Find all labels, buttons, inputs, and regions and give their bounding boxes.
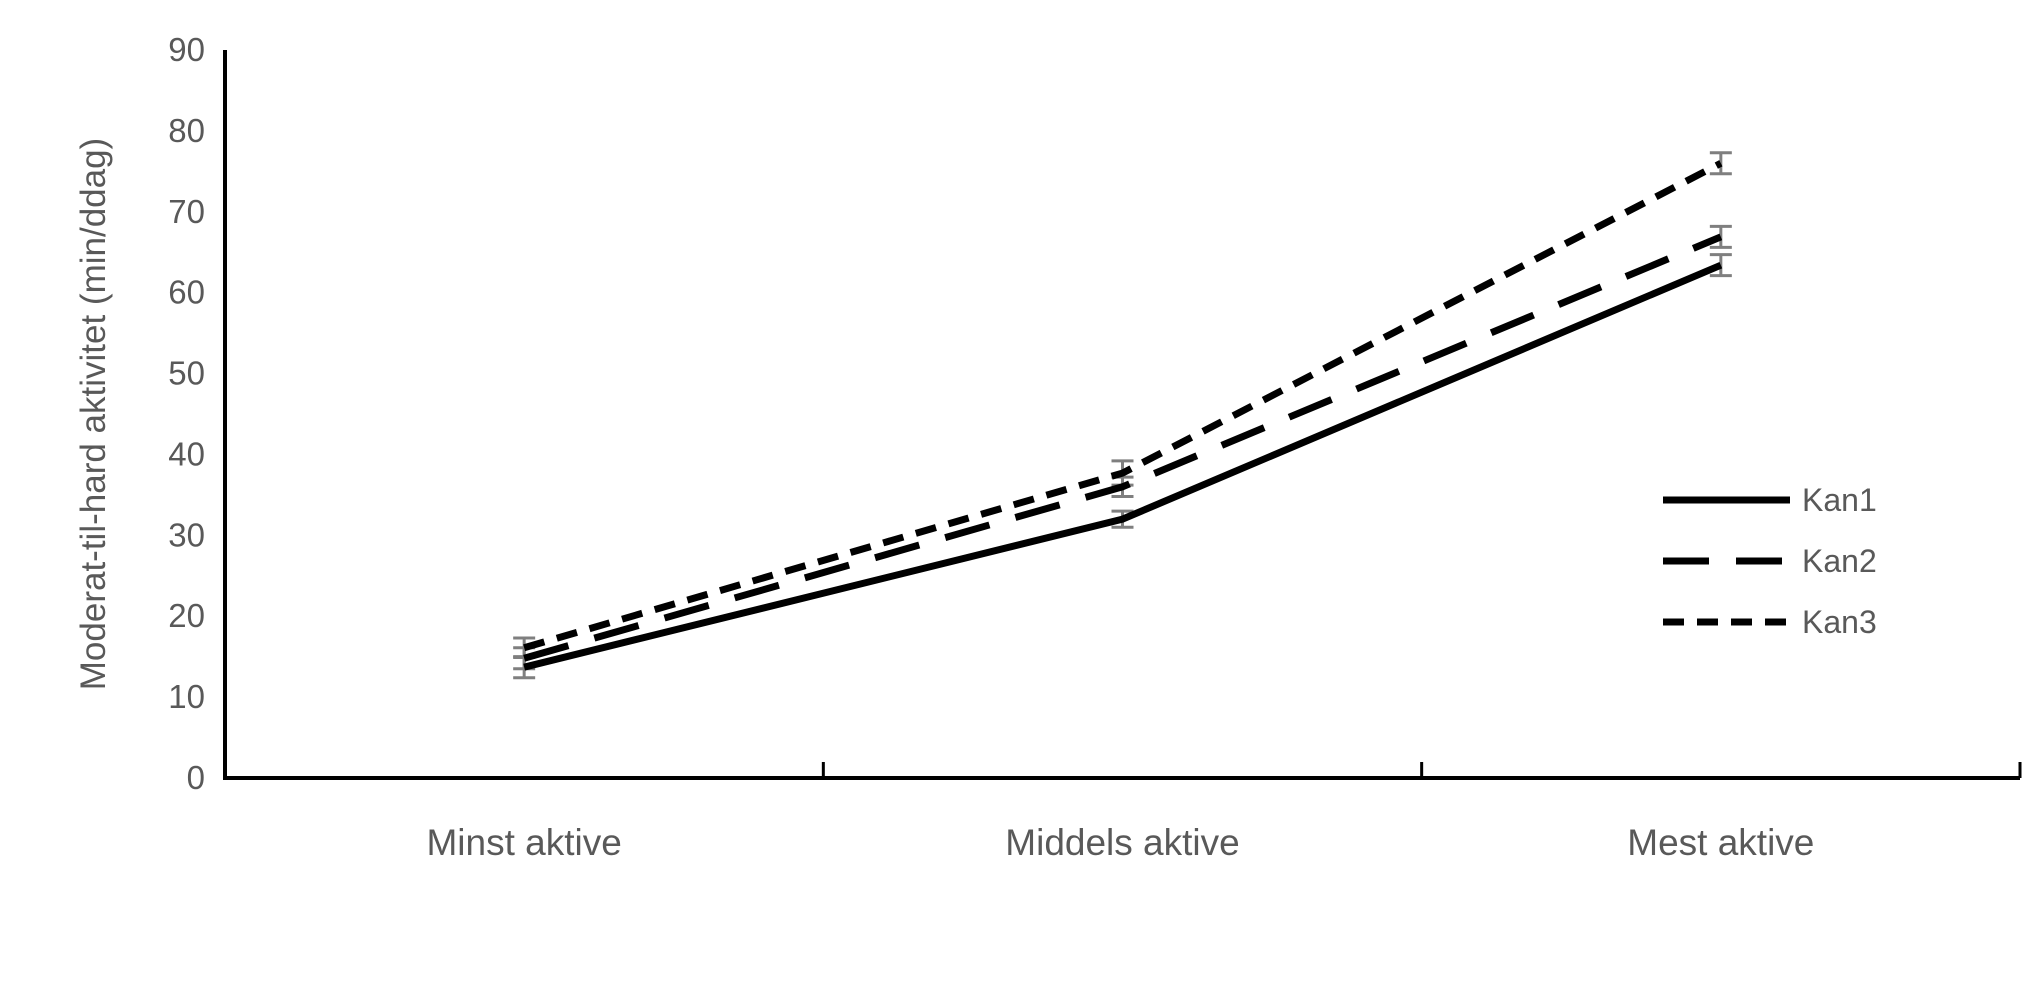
axes xyxy=(223,50,2022,780)
legend-label-kan2: Kan2 xyxy=(1802,543,1877,579)
x-axis-category-label: Minst aktive xyxy=(426,822,621,863)
legend-label-kan1: Kan1 xyxy=(1802,482,1877,518)
y-axis-tick-labels: 0 10 20 30 40 50 60 70 80 90 xyxy=(168,31,205,796)
x-axis-category-label: Mest aktive xyxy=(1627,822,1814,863)
y-axis-title: Moderat-til-hard aktivitet (min/ddag) xyxy=(74,138,113,690)
series-line-kan2 xyxy=(523,233,1723,662)
x-axis-category-label: Middels aktive xyxy=(1005,822,1239,863)
x-axis-category-labels: Minst aktive Middels aktive Mest aktive xyxy=(426,822,1814,863)
y-axis-tick-label: 30 xyxy=(168,516,205,553)
legend-label-kan3: Kan3 xyxy=(1802,604,1877,640)
y-axis-tick-label: 20 xyxy=(168,597,205,634)
legend-item-kan1: Kan1 xyxy=(1663,482,1877,518)
y-axis-tick-label: 0 xyxy=(187,759,205,796)
y-axis-tick-label: 60 xyxy=(168,274,205,311)
legend: Kan1 Kan2 Kan3 xyxy=(1663,482,1877,640)
y-axis-tick-label: 80 xyxy=(168,112,205,149)
series-line-kan1 xyxy=(523,261,1723,671)
legend-item-kan3: Kan3 xyxy=(1663,604,1877,640)
y-axis-tick-label: 50 xyxy=(168,355,205,392)
y-axis-tick-label: 70 xyxy=(168,193,205,230)
series-line-kan3 xyxy=(523,160,1723,652)
y-axis-tick-label: 90 xyxy=(168,31,205,68)
y-axis-tick-label: 10 xyxy=(168,678,205,715)
legend-item-kan2: Kan2 xyxy=(1663,543,1877,579)
series-lines xyxy=(523,160,1723,671)
y-axis-tick-label: 40 xyxy=(168,435,205,472)
